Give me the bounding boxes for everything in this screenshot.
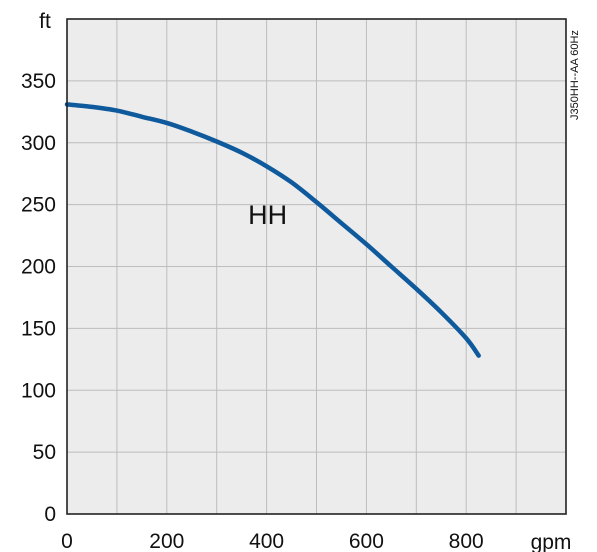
y-tick-label: 200 [21, 256, 56, 279]
y-tick-label: 350 [21, 70, 56, 93]
x-tick-label: 800 [449, 530, 484, 552]
y-tick-label: 0 [44, 503, 56, 526]
plot-border [66, 18, 567, 515]
y-tick-label: 50 [33, 441, 56, 464]
x-tick-label: 400 [249, 530, 284, 552]
x-tick-label: 200 [149, 530, 184, 552]
series-line-hh [64, 102, 481, 358]
series-label-hh: HH [248, 200, 287, 230]
series-layer [64, 102, 481, 358]
y-tick-label: 150 [21, 317, 56, 340]
tick-labels: 0 200 400 600 800 0 50 100 150 200 250 300 350 [21, 70, 484, 552]
model-code-label: J350HH--AA 60Hz [569, 30, 581, 120]
x-tick-label: 0 [61, 530, 73, 552]
x-axis-unit-label: gpm [531, 531, 572, 552]
x-tick-label: 600 [349, 530, 384, 552]
y-tick-label: 250 [21, 194, 56, 217]
grid-lines [67, 19, 566, 514]
y-tick-label: 100 [21, 379, 56, 402]
y-tick-label: 300 [21, 132, 56, 155]
y-axis-unit-label: ft [39, 10, 51, 33]
